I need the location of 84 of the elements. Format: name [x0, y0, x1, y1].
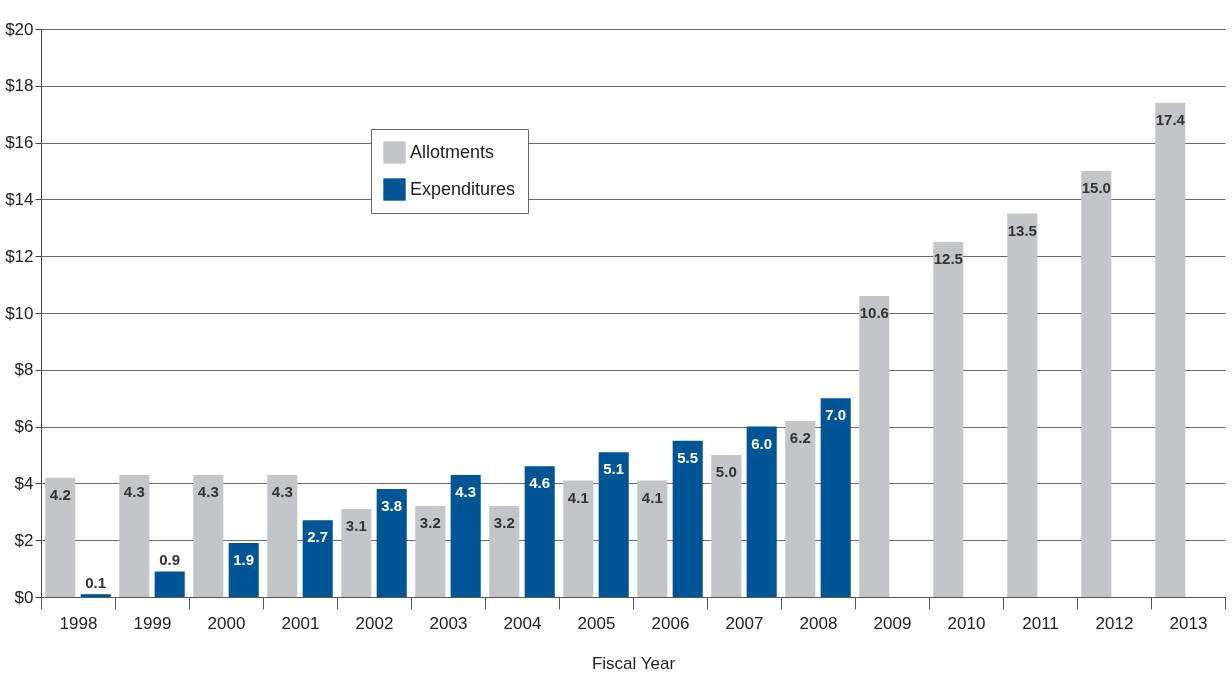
bar	[672, 440, 703, 597]
bar	[637, 480, 668, 597]
bar	[820, 398, 851, 597]
data-label: 7.0	[825, 406, 847, 424]
data-label: 4.3	[197, 482, 219, 500]
bar	[1007, 213, 1038, 597]
y-tick-label: $10	[5, 303, 34, 323]
x-tick-label: 2007	[725, 613, 764, 633]
x-tick-label: 2013	[1169, 613, 1208, 633]
bar	[302, 520, 333, 597]
x-tick-label: 2008	[799, 613, 838, 633]
x-tick-label: 2011	[1022, 613, 1059, 633]
y-tick-label: $14	[5, 189, 34, 209]
data-label: 4.6	[529, 474, 551, 492]
x-tick-label: 2010	[947, 613, 986, 633]
data-label: 6.0	[751, 434, 773, 452]
y-tick-label: $4	[14, 473, 34, 493]
data-label: 5.5	[677, 448, 699, 466]
legend-label: Allotments	[410, 141, 495, 162]
data-label: 4.1	[567, 488, 589, 506]
bar	[746, 426, 777, 597]
y-tick-label: $12	[5, 246, 34, 266]
bar	[1081, 171, 1112, 597]
y-tick-label: $20	[5, 19, 34, 39]
y-tick-label: $2	[14, 530, 34, 550]
legend-label: Expenditures	[410, 178, 516, 199]
bar	[598, 452, 629, 597]
data-label: 5.1	[603, 460, 625, 478]
bar	[524, 466, 555, 597]
x-tick-label: 1999	[133, 613, 172, 633]
y-tick-label: $0	[14, 587, 34, 607]
bar	[45, 477, 76, 597]
x-tick-label: 2006	[651, 613, 690, 633]
bar	[80, 594, 111, 597]
bar	[119, 474, 150, 597]
data-label: 4.1	[641, 488, 663, 506]
bar	[711, 455, 742, 597]
data-label: 3.2	[493, 514, 515, 532]
bar	[1155, 102, 1186, 597]
bar	[267, 474, 298, 597]
bar	[193, 474, 224, 597]
bar	[489, 506, 520, 597]
bar	[376, 489, 407, 597]
x-axis-title: Fiscal Year	[591, 653, 676, 673]
bar	[785, 420, 816, 597]
bar	[154, 571, 185, 597]
data-label: 3.1	[345, 516, 367, 534]
bar	[228, 543, 259, 597]
data-label: 4.3	[271, 482, 293, 500]
data-label: 0.1	[85, 574, 107, 592]
bar	[450, 474, 481, 597]
x-tick-label: 2003	[429, 613, 468, 633]
data-label: 13.5	[1007, 221, 1037, 239]
x-tick-label: 2002	[355, 613, 394, 633]
x-tick-label: 2000	[207, 613, 246, 633]
x-tick-label: 2001	[281, 613, 320, 633]
bar	[415, 506, 446, 597]
x-tick-label: 2012	[1095, 613, 1134, 633]
y-tick-label: $8	[14, 360, 34, 380]
y-tick-label: $18	[5, 76, 34, 96]
bar	[859, 295, 890, 597]
x-tick-label: 2004	[503, 613, 542, 633]
bar	[563, 480, 594, 597]
data-label: 10.6	[859, 303, 889, 321]
data-label: 15.0	[1081, 179, 1111, 196]
x-tick-label: 1998	[59, 613, 98, 633]
data-label: 3.8	[381, 497, 403, 515]
data-label: 1.9	[233, 551, 255, 569]
bar	[341, 508, 372, 597]
y-tick-label: $6	[14, 417, 34, 437]
x-tick-label: 2009	[873, 613, 912, 633]
data-label: 6.2	[789, 428, 811, 446]
data-label: 5.0	[715, 463, 737, 480]
data-label: 2.7	[307, 528, 329, 546]
data-label: 0.9	[159, 551, 181, 569]
x-tick-label: 2005	[577, 613, 616, 633]
data-label: 3.2	[419, 514, 441, 532]
data-label: 4.2	[49, 485, 71, 503]
data-label: 17.4	[1155, 110, 1186, 128]
data-label: 4.3	[455, 482, 477, 500]
data-label: 4.3	[123, 482, 145, 500]
data-label: 12.5	[933, 250, 963, 267]
y-tick-label: $16	[5, 133, 34, 153]
bar	[933, 242, 964, 597]
